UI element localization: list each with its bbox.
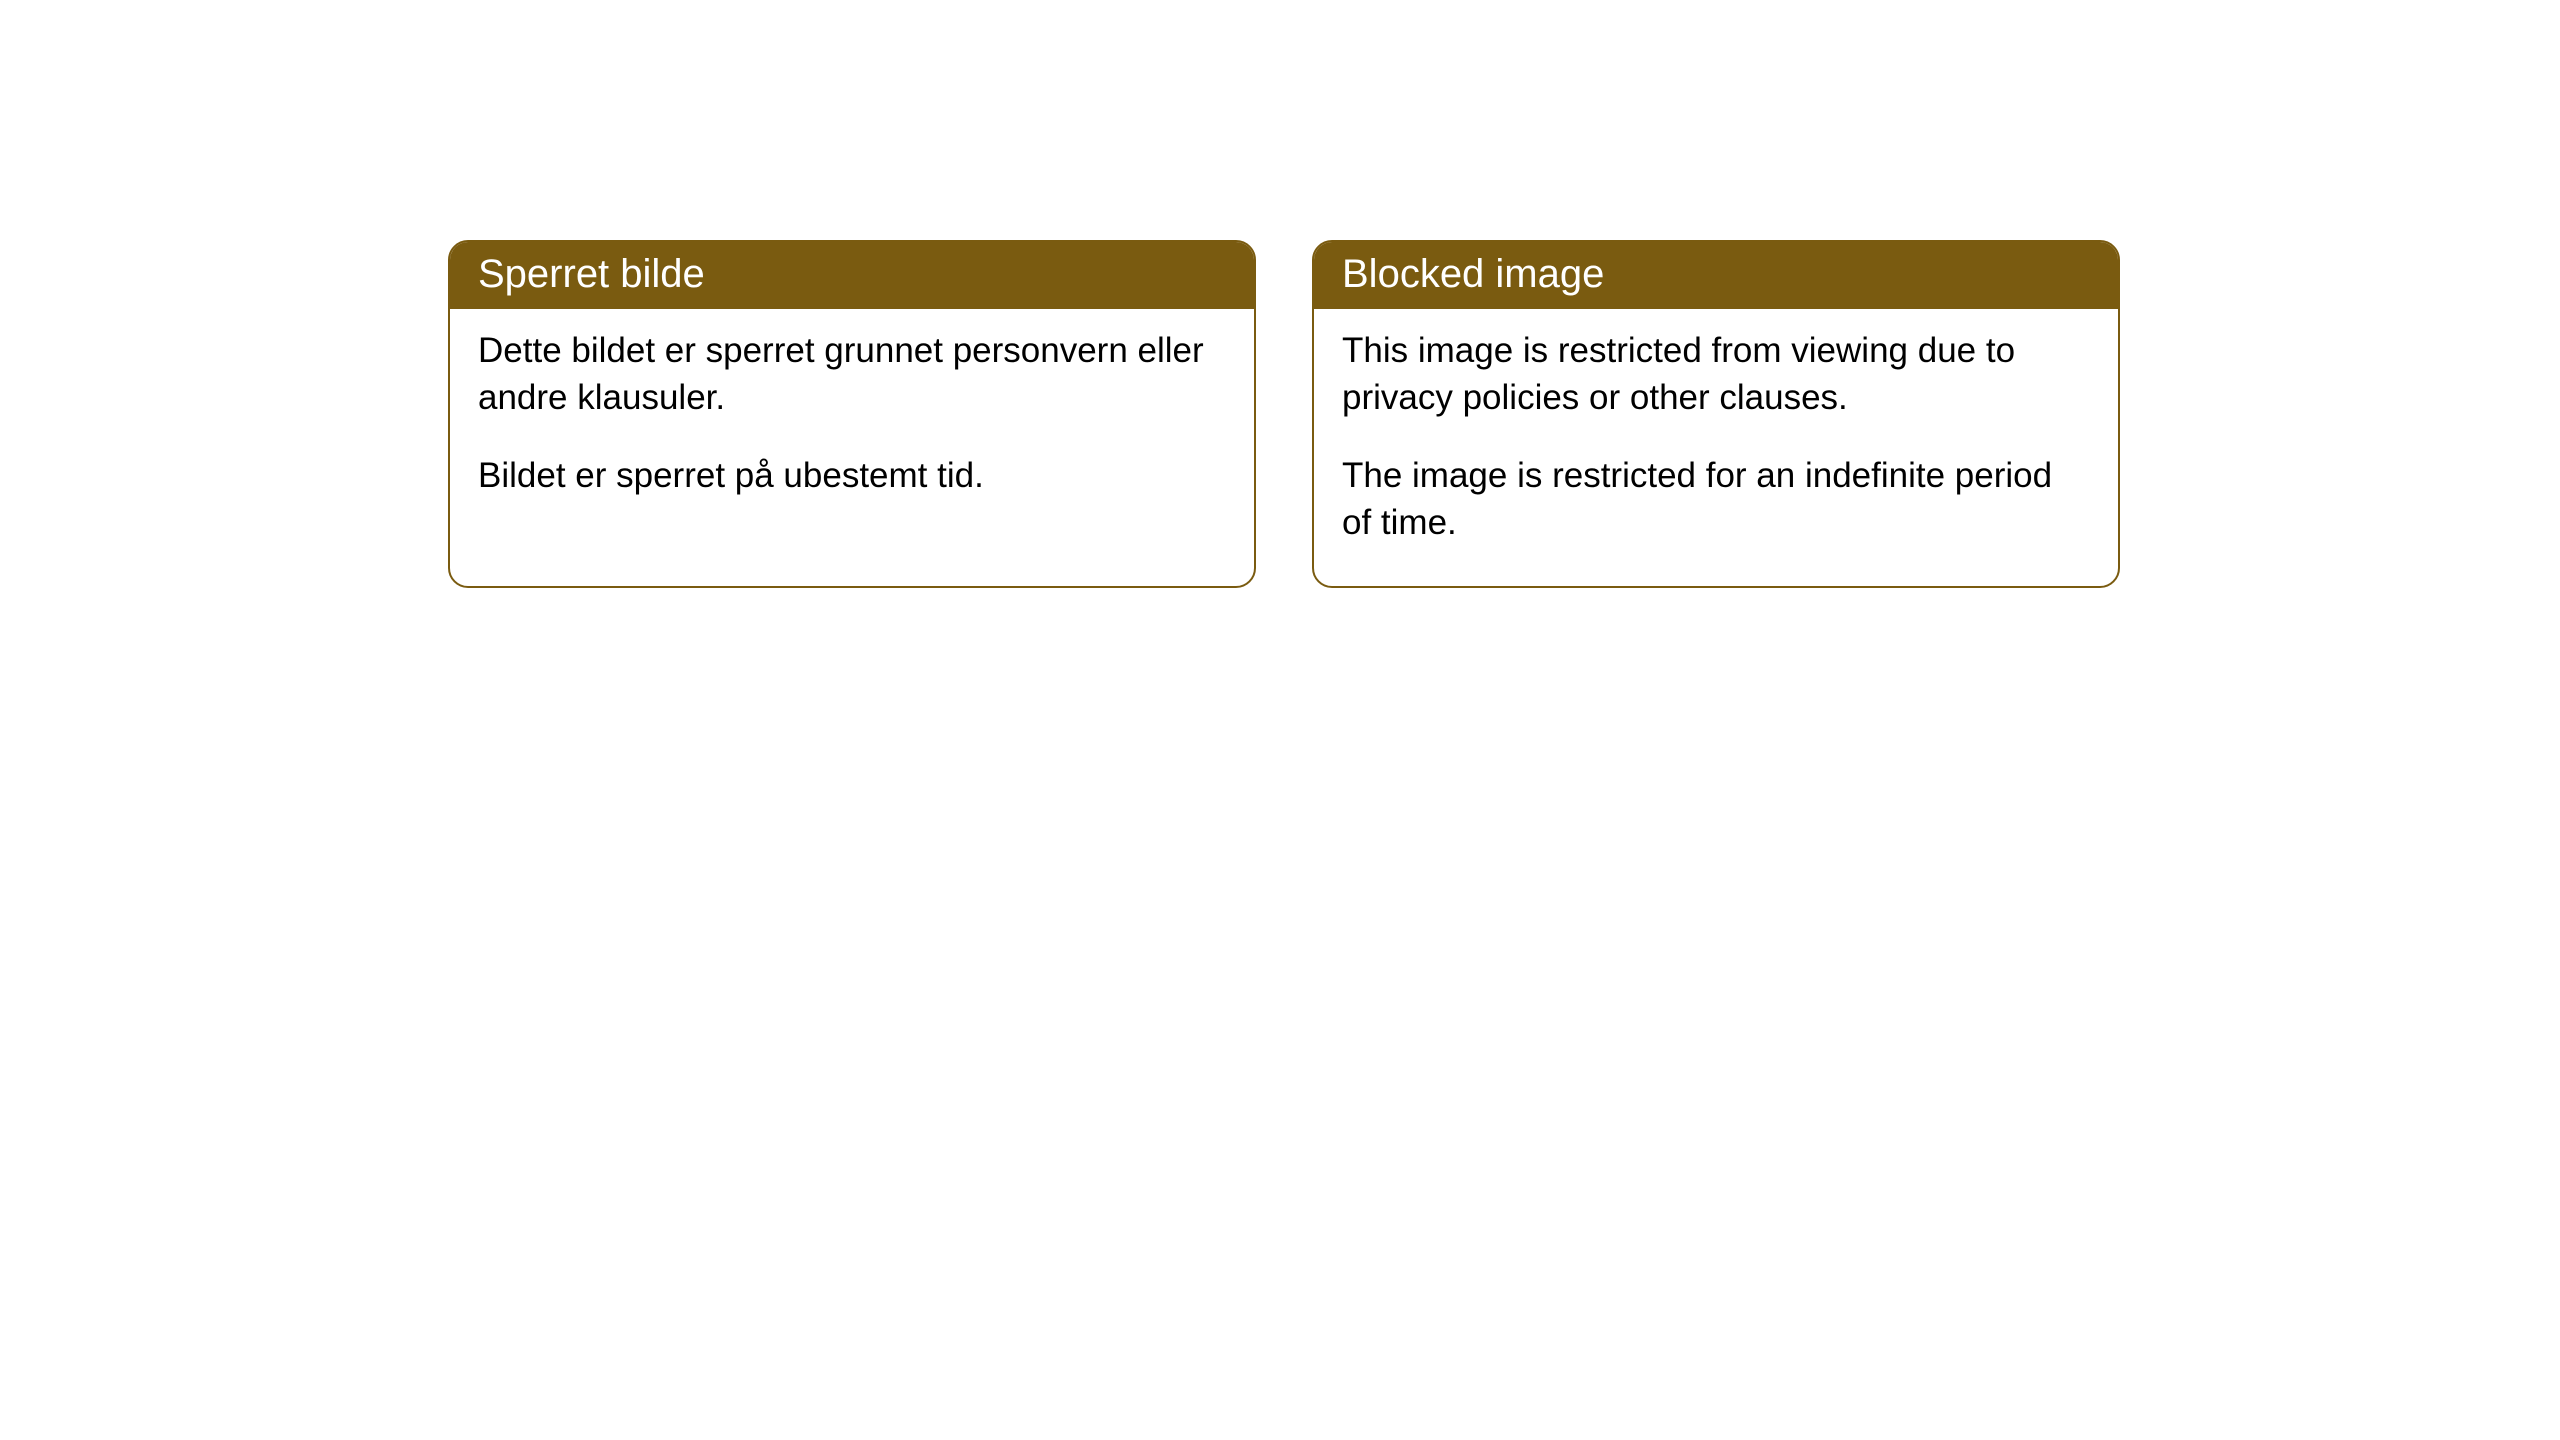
blocked-image-card-norwegian: Sperret bilde Dette bildet er sperret gr…	[448, 240, 1256, 588]
card-title: Blocked image	[1342, 252, 1604, 296]
card-body: Dette bildet er sperret grunnet personve…	[450, 309, 1254, 539]
blocked-image-card-english: Blocked image This image is restricted f…	[1312, 240, 2120, 588]
card-header: Blocked image	[1314, 242, 2118, 309]
card-paragraph: Bildet er sperret på ubestemt tid.	[478, 452, 1226, 499]
card-body: This image is restricted from viewing du…	[1314, 309, 2118, 586]
card-title: Sperret bilde	[478, 252, 705, 296]
card-paragraph: This image is restricted from viewing du…	[1342, 327, 2090, 422]
card-paragraph: The image is restricted for an indefinit…	[1342, 452, 2090, 547]
card-header: Sperret bilde	[450, 242, 1254, 309]
cards-container: Sperret bilde Dette bildet er sperret gr…	[0, 0, 2560, 588]
card-paragraph: Dette bildet er sperret grunnet personve…	[478, 327, 1226, 422]
